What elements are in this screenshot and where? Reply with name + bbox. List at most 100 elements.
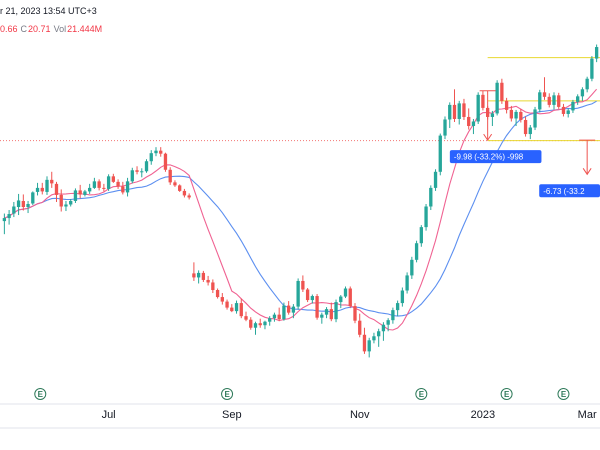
plot-area [0, 36, 600, 386]
candle [519, 111, 523, 120]
x-tick-label: Sep [222, 409, 242, 421]
candle [547, 96, 551, 105]
candle [121, 186, 125, 193]
candle [538, 92, 542, 110]
candle [343, 288, 348, 297]
candle [230, 307, 234, 312]
candle [457, 103, 461, 119]
candle [594, 47, 599, 59]
candle [410, 259, 414, 276]
candle [187, 195, 191, 198]
candle [400, 290, 405, 304]
earnings-icon [221, 388, 234, 400]
x-tick-label: Mar [578, 409, 597, 421]
x-tick-label: 2023 [471, 409, 495, 421]
candle [395, 303, 400, 311]
candle [73, 190, 78, 201]
measure-label: -6.73 (-33.2 [543, 187, 585, 196]
candle [585, 78, 589, 90]
candle [490, 113, 495, 117]
candle [557, 95, 561, 107]
candle [50, 179, 54, 184]
candle [514, 111, 518, 119]
candle [291, 306, 296, 313]
candle [405, 275, 409, 291]
candle [528, 127, 532, 135]
candle [353, 306, 357, 321]
ohlc-value: 0.66 [0, 24, 18, 34]
earnings-label: E [38, 390, 44, 399]
candle [116, 181, 120, 187]
candle [377, 331, 381, 337]
candle [26, 203, 30, 208]
candle [163, 153, 168, 170]
measure-arrow-icon [483, 133, 493, 142]
ohlc-value: 21.444M [67, 24, 103, 34]
ohlc-value: C [20, 24, 28, 34]
chart-header: r 21, 2023 13:54 UTC+3 0.66 C20.71 Vol21.4… [0, 0, 600, 36]
candle [21, 200, 25, 208]
candle [296, 280, 300, 307]
earnings-icon [34, 388, 47, 400]
candle [102, 187, 106, 189]
candle [443, 119, 447, 136]
candle [471, 121, 476, 127]
candle [381, 324, 386, 332]
candle [140, 171, 144, 173]
candle [249, 319, 253, 328]
candle [92, 181, 97, 188]
candle [348, 288, 352, 307]
candle [277, 314, 281, 320]
candle [54, 183, 59, 195]
candle [571, 101, 575, 111]
candle [301, 280, 305, 290]
candle [12, 206, 16, 214]
ohlc-value: 20.71 [28, 24, 51, 34]
candle [576, 96, 580, 102]
candle [386, 320, 390, 325]
candle [523, 119, 528, 135]
candle [305, 289, 310, 301]
candle [561, 106, 566, 114]
candle [448, 104, 452, 120]
candle [367, 340, 371, 352]
candle [106, 176, 111, 189]
x-tick-label: Jul [102, 409, 116, 421]
candle [206, 279, 210, 283]
candle [481, 94, 485, 108]
candle [272, 314, 277, 319]
candle [239, 303, 243, 317]
candle [69, 200, 73, 205]
candle [438, 135, 442, 172]
candle [31, 192, 35, 204]
candle [414, 243, 419, 260]
candle [159, 150, 163, 154]
candle [566, 110, 570, 114]
candle [372, 336, 376, 341]
candle [244, 316, 248, 320]
candle [225, 301, 229, 308]
candle [253, 323, 258, 328]
candle [130, 170, 134, 182]
earnings-icon [500, 388, 513, 400]
candle [358, 320, 362, 335]
candle [429, 187, 433, 207]
candle [258, 323, 262, 326]
candle [59, 194, 63, 207]
candle [97, 181, 101, 188]
candle [125, 181, 130, 193]
candle [64, 204, 68, 207]
candle [201, 272, 206, 280]
candle [168, 169, 172, 183]
candle [533, 109, 537, 128]
candle [16, 200, 21, 208]
candle [476, 94, 480, 122]
candle [149, 153, 153, 162]
measure-arrow-icon [582, 168, 592, 176]
candle [215, 290, 220, 298]
earnings-label: E [419, 390, 425, 399]
earnings-icon [557, 388, 570, 400]
ohlc-readout: 0.66 C20.71 Vol21.444M [0, 24, 102, 34]
candle [40, 187, 44, 192]
